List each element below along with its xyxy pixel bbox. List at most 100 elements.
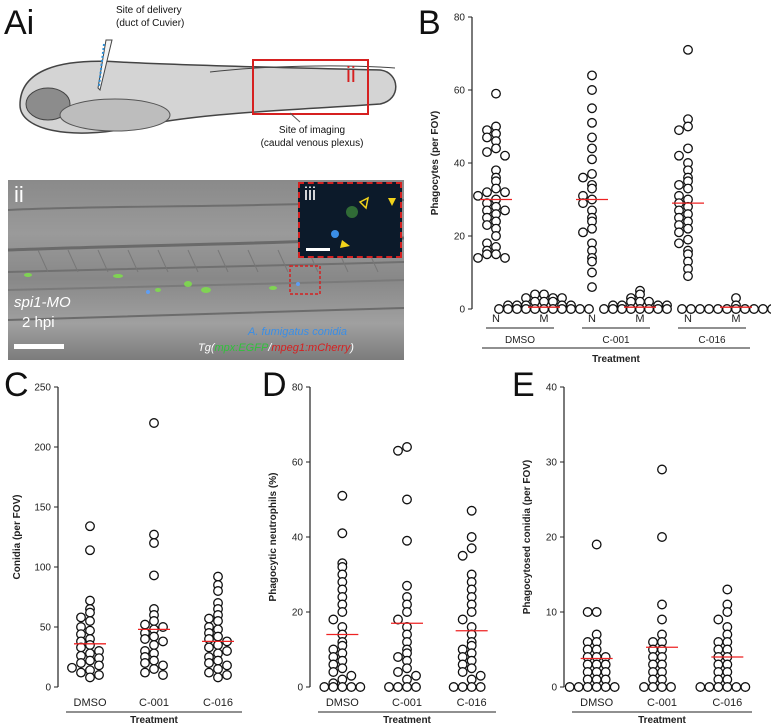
data-point: [149, 570, 159, 581]
data-point: [578, 227, 588, 238]
data-point: [482, 147, 492, 158]
data-point: [557, 304, 567, 314]
data-point: [457, 614, 468, 625]
data-point: [740, 304, 750, 314]
data-point: [337, 528, 348, 539]
data-point: [140, 634, 150, 644]
data-point: [457, 682, 468, 692]
data-point: [639, 682, 649, 692]
y-tick-label: 20: [292, 608, 304, 619]
chart-d: 0 20 40 60 80 Phagocytic neutrophils (%) DMSO C…: [268, 383, 496, 726]
data-point: [591, 607, 602, 617]
data-point: [500, 187, 510, 198]
data-point: [578, 172, 588, 183]
fish-fin: [209, 65, 396, 73]
data-point: [355, 682, 366, 692]
chart-e: 0 10 20 30 40 Phagocytosed conidia (per FOV) D…: [522, 383, 752, 726]
y-tick-label: 60: [292, 458, 304, 469]
chart-b: 0 20 40 60 80 Phagocytes (per FOV) N M N M N M DMSO C…: [430, 13, 771, 365]
needle: [97, 39, 113, 91]
data-point: [482, 249, 492, 260]
data-point: [337, 607, 348, 617]
data-point: [85, 521, 95, 532]
y-tick-label: 0: [45, 683, 51, 694]
panel-label-e: E: [512, 366, 535, 404]
data-point: [149, 529, 159, 540]
data-point: [587, 282, 597, 293]
data-point: [722, 584, 733, 595]
data-point: [76, 658, 86, 668]
data-point: [85, 616, 95, 626]
data-point: [149, 655, 159, 666]
chart-c: 0 50 100 150 200 250 Conidia (per FOV) DMSO C-00…: [12, 383, 242, 726]
data-point: [587, 267, 597, 278]
data-point: [140, 658, 150, 668]
data-point: [713, 304, 723, 314]
data-point: [204, 658, 214, 668]
data-point: [76, 612, 86, 623]
data-point: [587, 154, 597, 165]
data-point: [85, 625, 95, 636]
transgene-green: mpx:EGFP: [214, 342, 269, 354]
data-point: [683, 234, 693, 245]
panel-label-d: D: [262, 366, 287, 404]
data-point: [94, 660, 104, 671]
group-label: C-016: [698, 335, 726, 346]
data-point: [584, 304, 594, 314]
group-label: DMSO: [505, 335, 535, 346]
data-point: [500, 252, 510, 263]
y-tick-label: 20: [546, 533, 558, 544]
category-label: C-016: [457, 697, 487, 709]
data-point: [204, 667, 214, 678]
data-point: [591, 682, 602, 692]
data-point: [722, 682, 733, 692]
data-point: [683, 143, 693, 154]
transgene-sep: /: [268, 342, 272, 354]
data-point: [85, 607, 95, 618]
data-point: [411, 682, 421, 692]
data-point: [608, 304, 618, 314]
data-point: [722, 607, 733, 617]
data-point: [704, 304, 714, 314]
data-point: [482, 220, 492, 231]
data-point: [674, 150, 684, 161]
imaging-site-box: [252, 59, 369, 115]
micrograph: ii spi1-MO 2 hpi A. fumigatus conidia Tg…: [8, 180, 404, 360]
y-axis-label: Conidia (per FOV): [12, 495, 23, 580]
y-tick-label: 80: [454, 13, 466, 24]
transgene-suffix: ): [350, 342, 354, 354]
data-point: [402, 607, 412, 617]
data-point: [466, 505, 477, 516]
data-point: [713, 614, 724, 625]
data-point: [222, 660, 232, 671]
micrograph-texture: [8, 199, 404, 321]
data-point: [393, 652, 403, 662]
data-point: [767, 304, 771, 314]
data-point: [666, 682, 676, 692]
data-point: [548, 304, 558, 314]
delivery-label-line1: Site of delivery: [116, 5, 182, 16]
panel-label-ai: Ai: [4, 4, 35, 42]
data-point: [337, 490, 348, 501]
data-point: [657, 464, 667, 475]
x-axis-label: Treatment: [638, 715, 686, 726]
data-point: [466, 663, 477, 674]
data-point: [393, 445, 403, 456]
data-point: [512, 304, 522, 314]
y-tick-label: 0: [459, 305, 465, 316]
imaging-label: Site of imaging (caudal venous plexus): [252, 124, 372, 150]
data-point: [402, 663, 412, 674]
data-point: [494, 304, 504, 314]
y-tick-label: 0: [551, 683, 557, 694]
data-point: [566, 304, 576, 314]
data-point: [662, 304, 672, 314]
data-point: [539, 304, 549, 314]
data-point: [319, 682, 330, 692]
transgene-legend: Tg(mpx:EGFP/mpeg1:mCherry): [198, 342, 354, 354]
category-label: C-016: [203, 697, 233, 709]
data-point: [158, 670, 168, 680]
data-point: [149, 664, 159, 674]
data-point: [85, 595, 95, 606]
data-point: [648, 682, 658, 692]
data-point: [609, 682, 620, 692]
